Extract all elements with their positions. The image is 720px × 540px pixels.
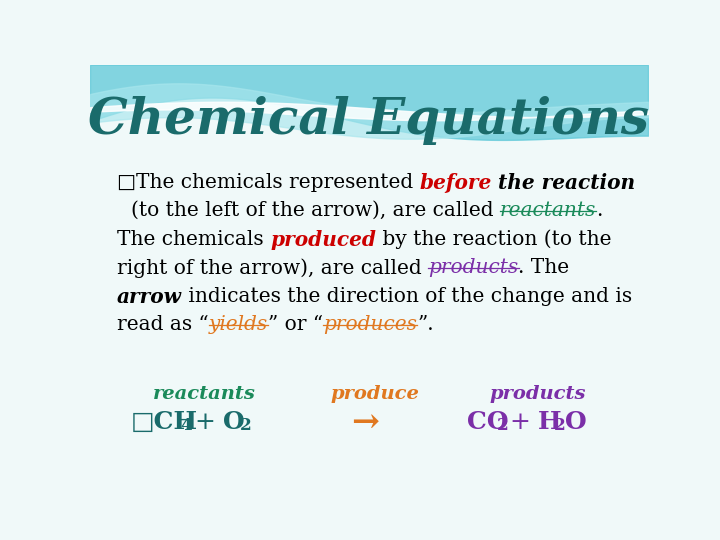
Text: right of the arrow), are called: right of the arrow), are called [117, 258, 428, 278]
Text: Chemical Equations: Chemical Equations [89, 96, 649, 145]
Text: .: . [596, 201, 603, 220]
Text: ” or “: ” or “ [268, 315, 323, 334]
Text: produce: produce [330, 386, 420, 403]
Text: 2: 2 [240, 417, 252, 434]
Text: →: → [351, 406, 379, 438]
Text: reactants: reactants [153, 386, 256, 403]
Text: The chemicals: The chemicals [117, 230, 270, 248]
Text: read as “: read as “ [117, 315, 209, 334]
Text: 4: 4 [180, 417, 192, 434]
Text: yields: yields [209, 315, 268, 334]
Text: produced: produced [270, 230, 376, 249]
Text: indicates the direction of the change and is: indicates the direction of the change an… [182, 287, 632, 306]
Text: products: products [490, 386, 586, 403]
Text: produces: produces [323, 315, 418, 334]
Text: products: products [428, 258, 518, 277]
Text: +: + [194, 410, 215, 434]
Text: arrow: arrow [117, 287, 182, 307]
Text: 2: 2 [554, 417, 565, 434]
Text: by the reaction (to the: by the reaction (to the [376, 230, 611, 249]
Text: (to the left of the arrow), are called: (to the left of the arrow), are called [131, 201, 500, 220]
Text: reactants: reactants [500, 201, 596, 220]
Text: the reaction: the reaction [498, 173, 636, 193]
Text: □CH: □CH [130, 410, 197, 434]
Text: O: O [223, 410, 245, 434]
Text: +: + [510, 410, 531, 434]
Text: 2: 2 [497, 417, 508, 434]
Text: H: H [538, 410, 562, 434]
Text: CO: CO [467, 410, 509, 434]
Text: . The: . The [518, 258, 570, 277]
Text: O: O [565, 410, 587, 434]
Text: before: before [420, 173, 492, 193]
Text: ”.: ”. [418, 315, 434, 334]
Text: □The chemicals represented: □The chemicals represented [117, 173, 420, 192]
